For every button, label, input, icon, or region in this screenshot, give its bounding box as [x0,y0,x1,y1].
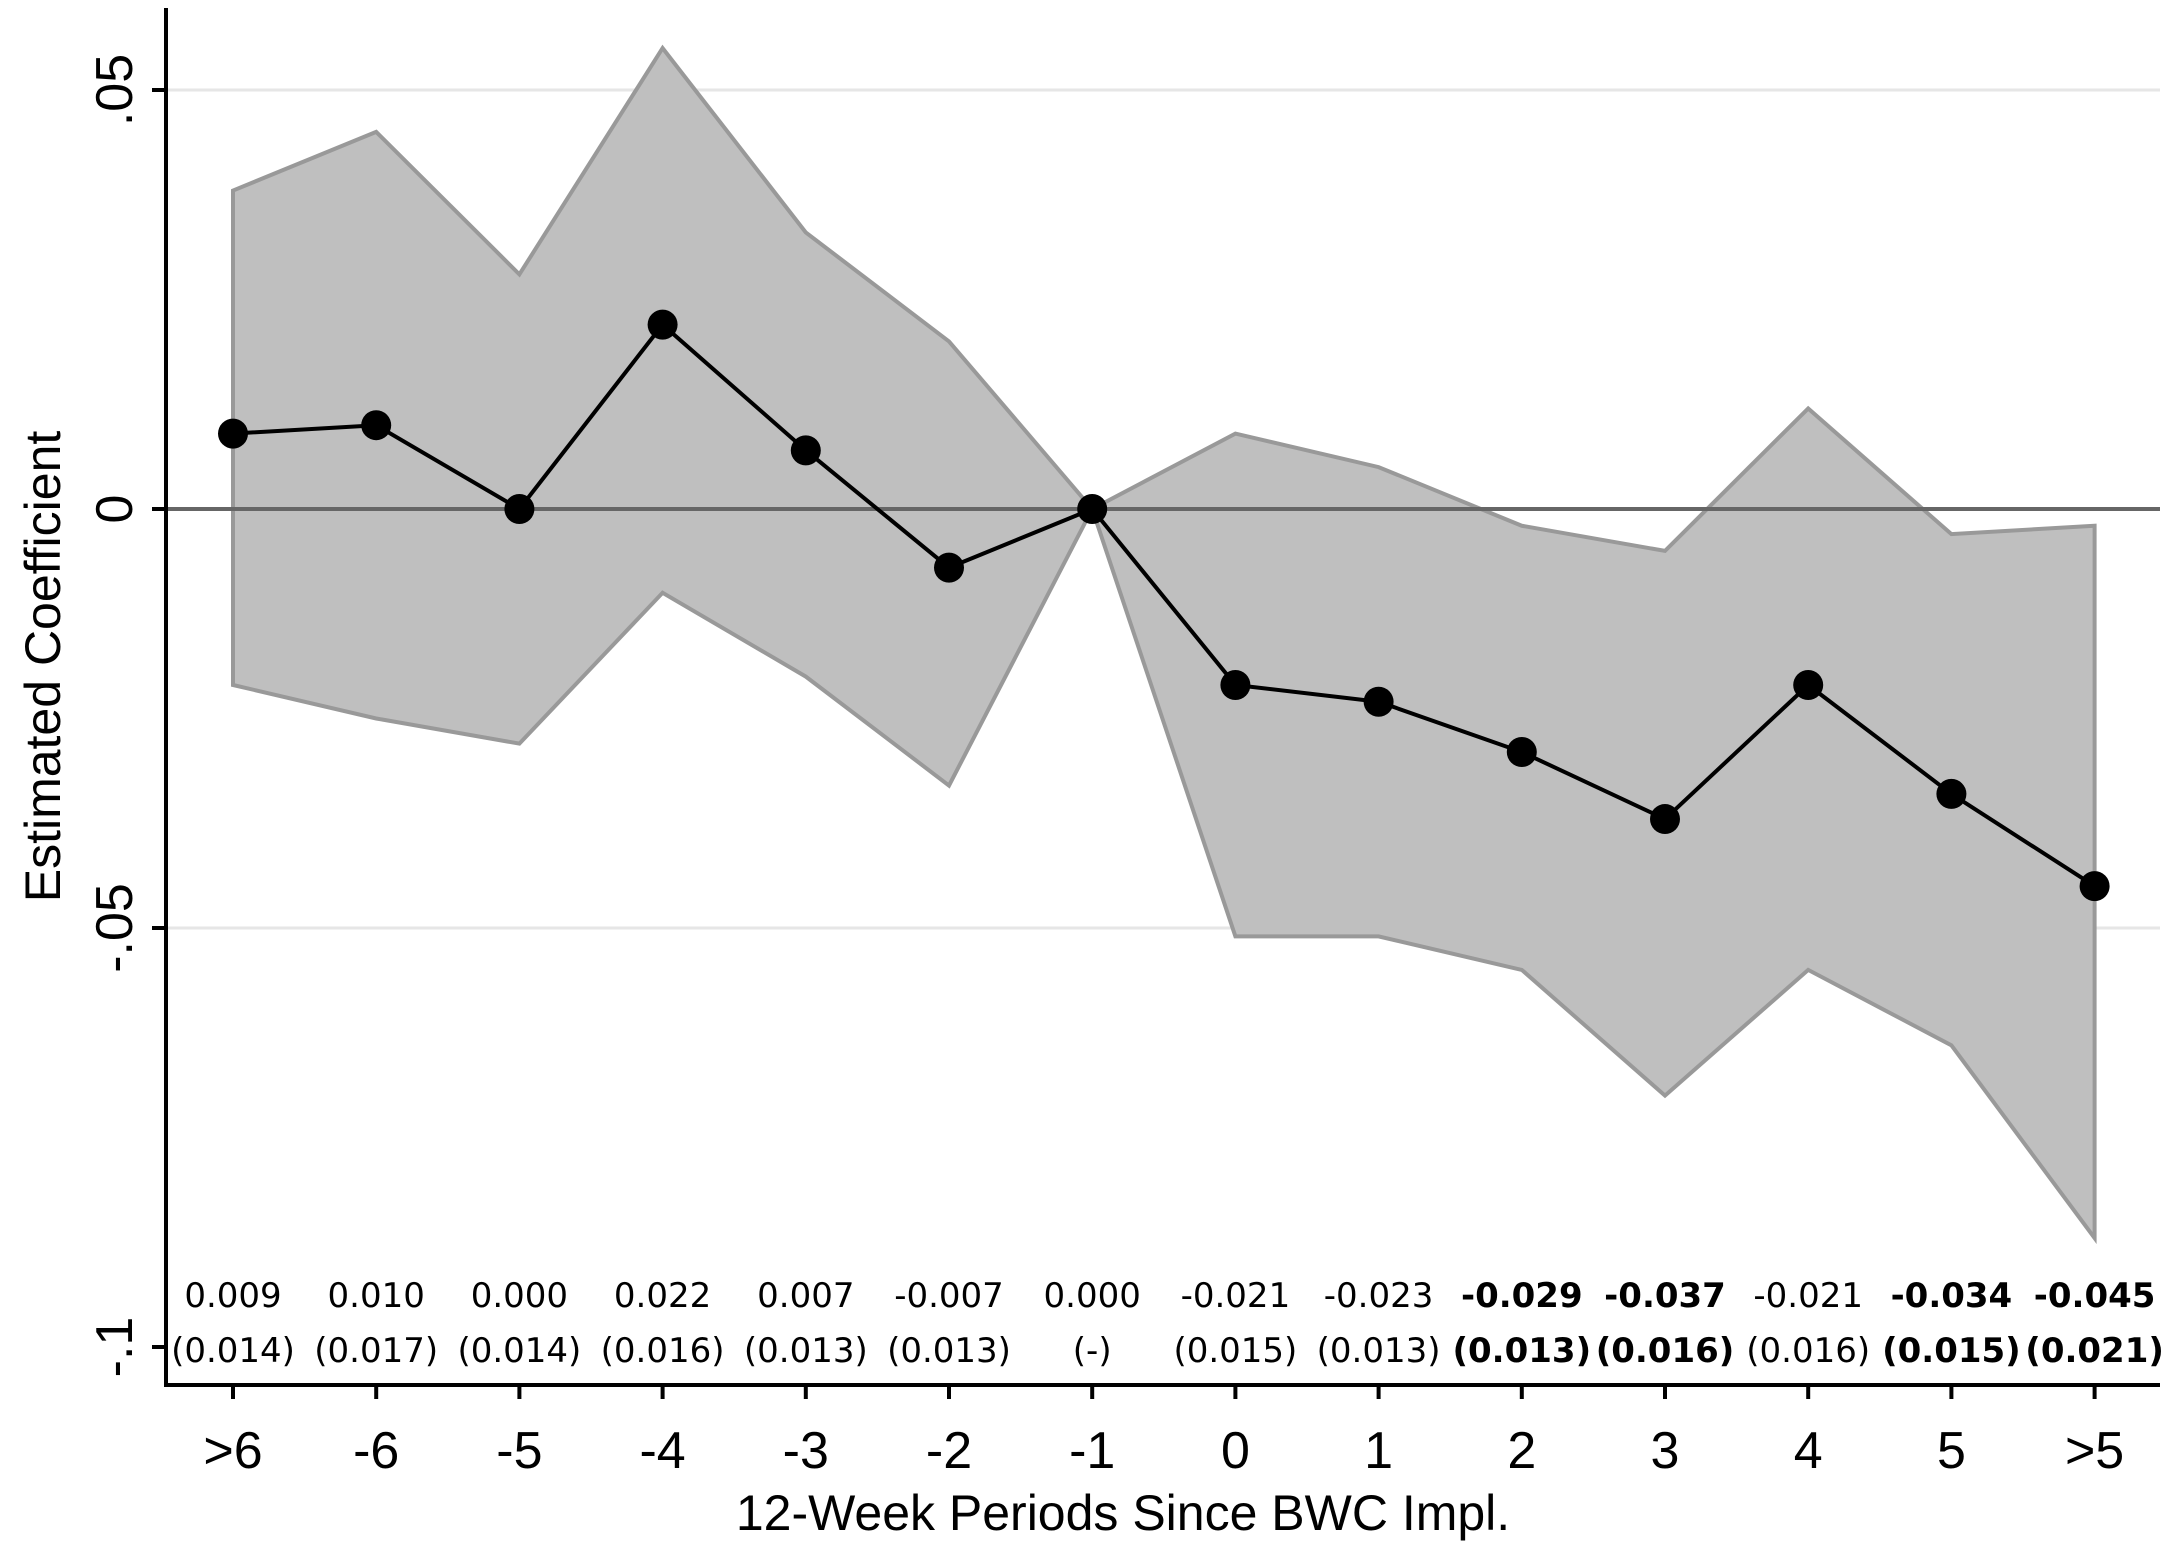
data-point [1793,669,1824,700]
x-tick-label: -1 [1069,1422,1115,1480]
coefficient-label: 0.022 [614,1276,711,1316]
coefficient-label: 0.007 [757,1276,854,1316]
standard-error-label: (0.021) [2025,1331,2164,1371]
standard-error-label: (0.013) [887,1331,1011,1371]
coefficient-label: -0.021 [1181,1276,1291,1316]
x-tick-label: 0 [1221,1422,1250,1480]
data-point [504,494,535,524]
x-tick-label: -5 [496,1422,542,1480]
standard-error-label: (0.014) [171,1331,295,1371]
x-tick-label: 5 [1937,1422,1966,1480]
standard-error-label: (0.017) [314,1331,438,1371]
y-tick-labels: .05 0 -.05 -.1 [86,54,144,1377]
x-tick-label: -4 [639,1422,685,1480]
coefficient-series-line [232,322,2096,888]
axes [152,8,2160,1399]
data-point [1650,804,1680,835]
data-point [934,552,964,583]
x-tick-label: >5 [2065,1422,2124,1480]
x-axis-title: 12-Week Periods Since BWC Impl. [736,1485,1510,1541]
data-point [1506,737,1537,768]
coefficient-label: -0.045 [2034,1276,2156,1316]
coefficient-label: -0.037 [1604,1276,1726,1316]
coefficient-label: 0.009 [184,1276,281,1316]
confidence-band [231,44,2097,1245]
coefficient-label: 0.000 [471,1276,568,1316]
coefficient-label: -0.021 [1753,1276,1863,1316]
coefficient-label: -0.023 [1324,1276,1434,1316]
x-tick-labels: >6 -6 -5 -4 -3 -2 -1 0 1 2 3 4 5 >5 [203,1422,2124,1480]
coefficient-label: 0.000 [1044,1276,1141,1316]
y-tick-label: 0 [86,495,144,524]
standard-error-label: (-) [1073,1331,1112,1371]
x-tick-label: 3 [1651,1422,1680,1480]
data-point [361,410,392,441]
standard-error-label: (0.013) [1452,1331,1591,1371]
standard-error-label: (0.016) [1596,1331,1735,1371]
coefficient-label: -0.007 [894,1276,1004,1316]
coefficient-label: -0.034 [1891,1276,2013,1316]
standard-error-label: (0.016) [1746,1331,1870,1371]
coefficient-points [218,309,2110,902]
x-tick-label: -3 [783,1422,829,1480]
standard-error-label: (0.013) [744,1331,868,1371]
data-point [2079,871,2110,902]
data-point [1936,778,1967,809]
coefficient-label: -0.029 [1461,1276,1583,1316]
y-axis-title: Estimated Coefficient [15,431,71,903]
y-tick-label: -.1 [86,1317,144,1378]
standard-error-label: (0.013) [1317,1331,1441,1371]
standard-error-label: (0.015) [1882,1331,2021,1371]
standard-error-label: (0.015) [1173,1331,1297,1371]
x-tick-label: 1 [1364,1422,1393,1480]
coefficient-line [232,322,2096,888]
data-point [790,435,821,466]
x-tick-label: -2 [926,1422,972,1480]
data-point [647,309,678,340]
standard-error-label: (0.016) [601,1331,725,1371]
coefficient-annotations: 0.009 (0.014) 0.010 (0.017) 0.000 (0.014) 0.02… [171,1276,2164,1371]
data-point [1220,669,1251,700]
data-point [218,418,248,449]
x-tick-label: -6 [353,1422,399,1480]
coefficient-label: 0.010 [328,1276,425,1316]
confidence-interval-area [231,44,2097,1245]
data-point [1077,494,1108,524]
x-tick-label: >6 [203,1422,262,1480]
data-point [1363,686,1394,717]
standard-error-label: (0.014) [457,1331,581,1371]
x-tick-label: 2 [1507,1422,1536,1480]
y-tick-label: .05 [86,54,144,126]
y-tick-label: -.05 [86,883,144,973]
x-tick-label: 4 [1794,1422,1823,1480]
